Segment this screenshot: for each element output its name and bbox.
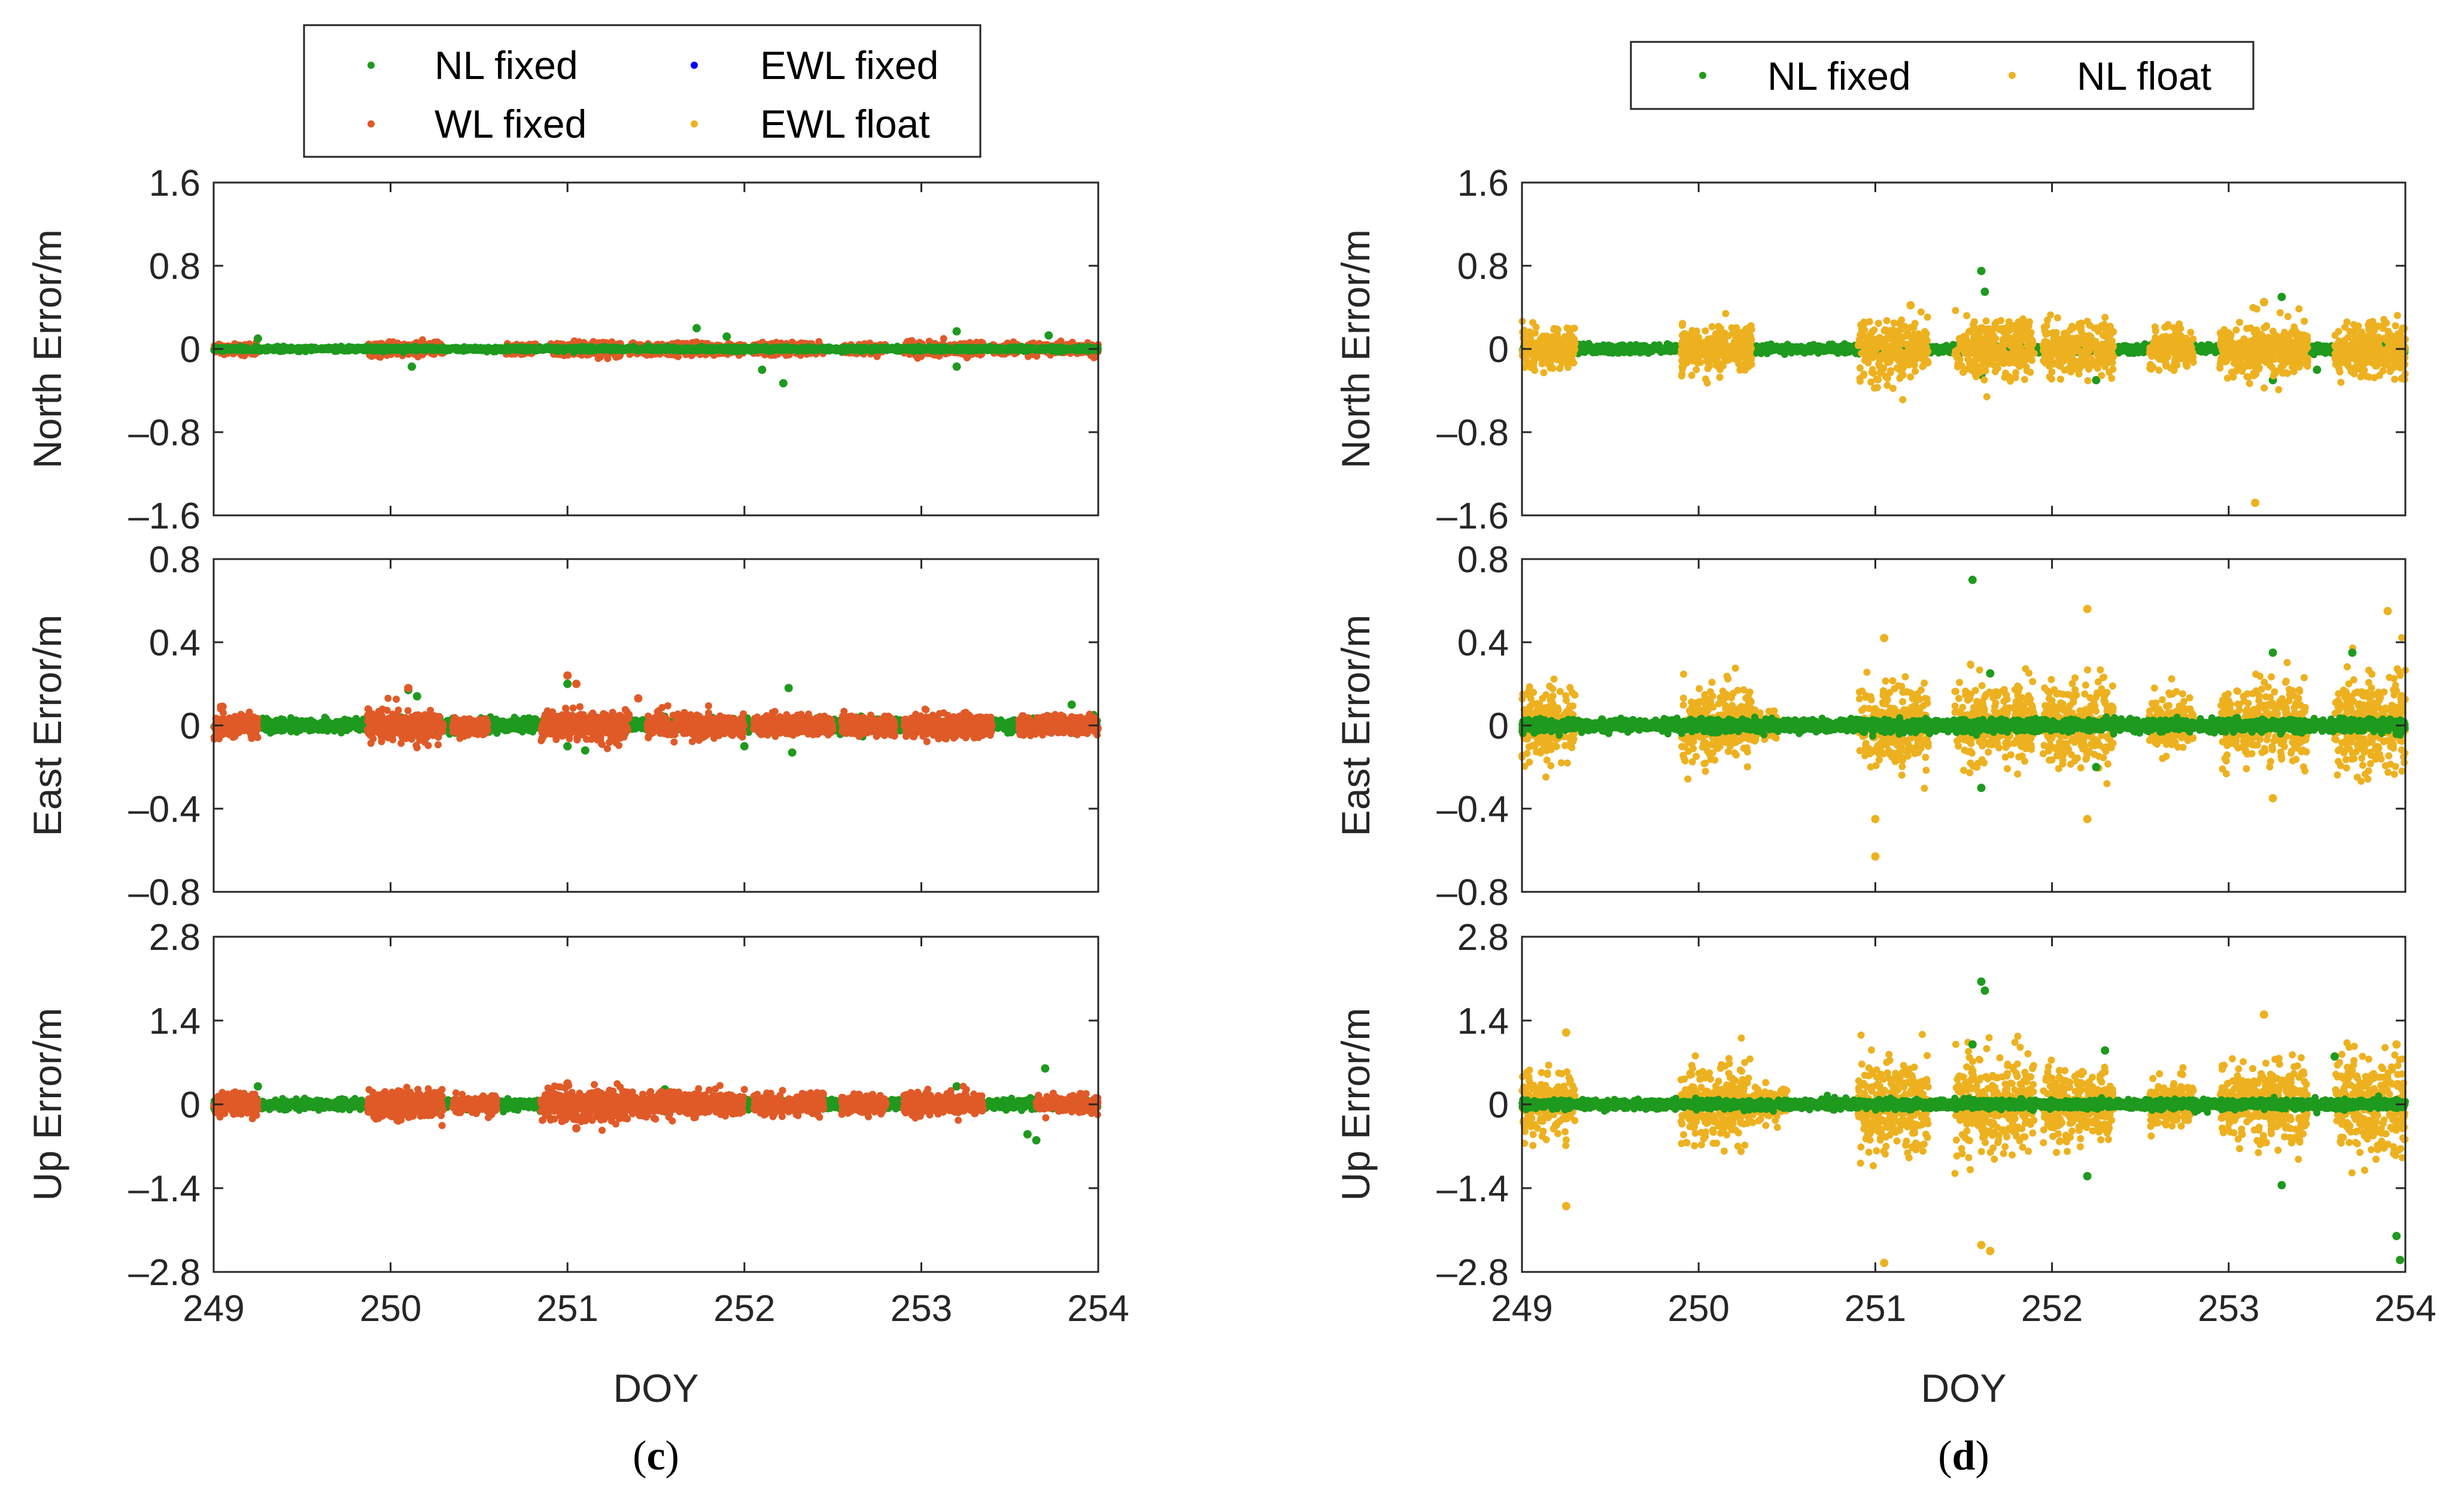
chart-c-legend: NL fixed EWL fixed WL fixed EWL float bbox=[303, 24, 982, 158]
chart-c-legend-label-0: NL fixed bbox=[435, 43, 578, 87]
chart-c-panel-north: 1.60.80–0.8–1.6 North Error/m bbox=[25, 163, 1102, 537]
chart-c-panel-north-series-0-point-324 bbox=[418, 336, 426, 344]
chart-c-legend-marker-1 bbox=[691, 62, 698, 69]
chart-c-legend-marker-2 bbox=[367, 120, 375, 127]
chart-c-panel-north-points bbox=[210, 324, 1102, 388]
chart-c-panel-north-series-0-point-2370 bbox=[1090, 354, 1098, 362]
chart-c-legend-label-2: WL fixed bbox=[435, 102, 587, 146]
chart-c-legend-marker-3 bbox=[691, 120, 698, 127]
chart-c-legend-label-3: EWL float bbox=[760, 102, 930, 146]
chart-c: NL fixed EWL fixed WL fixed EWL float 1.… bbox=[25, 24, 1129, 1479]
chart-c-legend-box bbox=[303, 24, 982, 158]
chart-c-legend-label-1: EWL fixed bbox=[760, 43, 938, 87]
chart-c-legend-marker-0 bbox=[367, 62, 375, 69]
